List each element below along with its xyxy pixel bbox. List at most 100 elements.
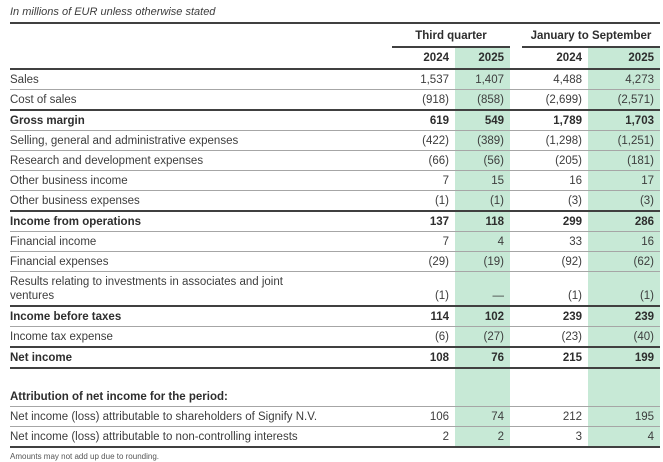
value-q3-2024: 108 [429,352,449,364]
value-q3-2025: 2 [455,427,510,446]
value-ytd-2024: 33 [569,236,582,248]
table-row-gross-margin: Gross margin 619 549 1,789 1,703 [10,109,660,130]
value-ytd-2024: (1) [567,290,582,302]
value-ytd-2024: (2,699) [545,94,582,106]
value-q3-2024: (422) [422,135,449,147]
empty-cell-highlight [455,387,510,406]
column-group-third-quarter: Third quarter [392,29,510,48]
value-ytd-2025: 16 [588,232,660,251]
row-label: Net income [10,352,72,364]
row-label: Income before taxes [10,311,122,323]
value-ytd-2024: (1,298) [545,135,582,147]
table-row-income-tax-expense: Income tax expense (6) (27) (23) (40) [10,326,660,346]
value-ytd-2025: (62) [588,252,660,271]
row-label: Income tax expense [10,331,113,343]
year-header-2025-ytd: 2025 [588,48,660,68]
value-ytd-2025: 1,703 [588,111,660,130]
value-q3-2025: 76 [455,348,510,367]
value-q3-2024: 106 [429,411,449,423]
table-row-net-income: Net income 108 76 215 199 [10,346,660,369]
value-q3-2025: — [455,272,510,305]
row-label: Gross margin [10,115,85,127]
spacer-cell-highlight [455,369,510,387]
table-row-other-business-income: Other business income 7 15 16 17 [10,170,660,190]
table-row-sales: Sales 1,537 1,407 4,488 4,273 [10,70,660,89]
row-label: Income from operations [10,216,141,228]
value-ytd-2025: (3) [588,191,660,210]
value-q3-2025: 549 [455,111,510,130]
value-q3-2025: (858) [455,90,510,109]
table-row-rd-expenses: Research and development expenses (66) (… [10,150,660,170]
year-header-2025-q3: 2025 [455,48,510,68]
value-ytd-2024: 215 [562,352,582,364]
value-q3-2024: 7 [442,236,449,248]
value-q3-2025: 15 [455,171,510,190]
empty-cell-highlight [588,387,660,406]
row-label: Results relating to investments in assoc… [10,276,283,302]
value-ytd-2025: 239 [588,307,660,326]
value-ytd-2024: (23) [561,331,582,343]
value-ytd-2025: 17 [588,171,660,190]
value-ytd-2025: (1) [588,272,660,305]
value-q3-2025: 1,407 [455,70,510,89]
value-q3-2024: 114 [430,311,449,323]
value-q3-2025: (27) [455,327,510,346]
value-ytd-2025: 195 [588,407,660,426]
value-q3-2024: 137 [429,216,449,228]
value-ytd-2025: 199 [588,348,660,367]
attribution-heading-row: Attribution of net income for the period… [10,387,660,407]
year-header-2024-ytd: 2024 [556,52,582,64]
row-label: Financial expenses [10,256,109,268]
value-ytd-2025: (2,571) [588,90,660,109]
value-q3-2024: (66) [428,155,449,167]
value-q3-2024: 619 [429,115,449,127]
row-label: Net income (loss) attributable to shareh… [10,411,318,423]
row-label: Other business expenses [10,195,140,207]
value-ytd-2025: (1,251) [588,131,660,150]
spacer-row [10,369,660,387]
units-note: In millions of EUR unless otherwise stat… [10,6,216,18]
table-row-cost-of-sales: Cost of sales (918) (858) (2,699) (2,571… [10,89,660,109]
attribution-heading: Attribution of net income for the period… [10,391,228,403]
value-ytd-2025: 286 [588,212,660,231]
table-row-financial-expenses: Financial expenses (29) (19) (92) (62) [10,251,660,271]
table-row-financial-income: Financial income 7 4 33 16 [10,231,660,251]
value-ytd-2024: 1,789 [553,115,582,127]
value-q3-2025: 118 [455,212,510,231]
table-row-income-from-operations: Income from operations 137 118 299 286 [10,210,660,231]
row-label: Cost of sales [10,94,77,106]
value-ytd-2024: (205) [555,155,582,167]
year-header-2024-q3: 2024 [423,52,449,64]
value-q3-2024: (29) [428,256,449,268]
column-group-header-row: Third quarter January to September [10,24,660,48]
value-q3-2024: (918) [422,94,449,106]
value-q3-2025: 102 [455,307,510,326]
row-label: Selling, general and administrative expe… [10,135,239,147]
value-q3-2024: 2 [442,431,449,443]
value-q3-2025: 74 [455,407,510,426]
row-label: Sales [10,74,39,86]
value-q3-2025: 4 [455,232,510,251]
empty-cell [392,387,455,406]
value-ytd-2024: 212 [562,411,582,423]
spacer-cell [10,369,392,387]
row-label: Financial income [10,236,97,248]
rounding-footnote: Amounts may not add up due to rounding. [10,452,159,461]
row-label: Other business income [10,175,128,187]
table-row-attributable-shareholders: Net income (loss) attributable to shareh… [10,407,660,427]
value-q3-2024: 7 [442,175,449,187]
spacer-cell [510,369,588,387]
spacer-cell [392,369,455,387]
spacer-cell-highlight [588,369,660,387]
value-q3-2025: (56) [455,151,510,170]
value-ytd-2025: (40) [588,327,660,346]
row-label: Research and development expenses [10,155,204,167]
value-ytd-2024: 239 [562,311,582,323]
value-ytd-2024: (92) [561,256,582,268]
value-q3-2024: (1) [434,195,449,207]
table-row-results-associates-joint-ventures: Results relating to investments in assoc… [10,271,660,305]
value-ytd-2024: 4,488 [553,74,582,86]
value-ytd-2024: (3) [567,195,582,207]
value-ytd-2025: 4,273 [588,70,660,89]
